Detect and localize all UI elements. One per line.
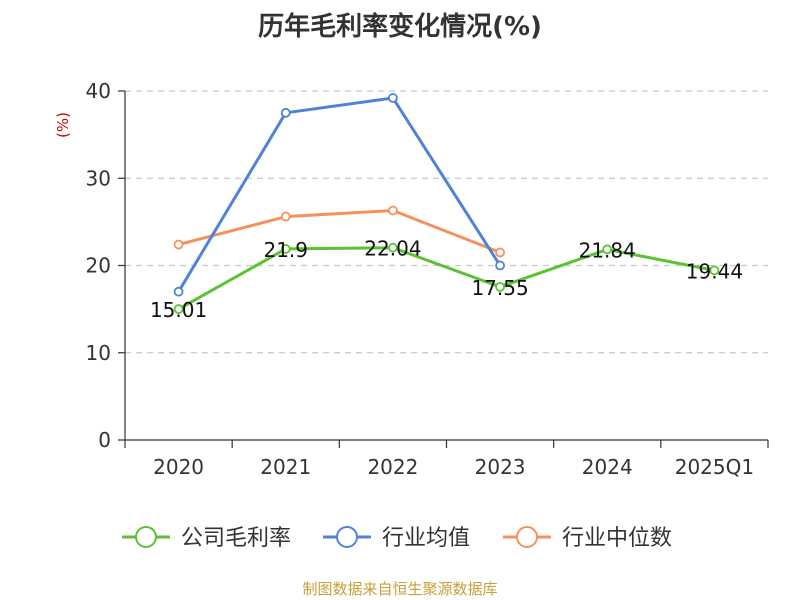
- data-label: 22.04: [364, 237, 421, 261]
- data-point: [173, 304, 184, 314]
- data-point: [495, 247, 505, 258]
- y-tick-label: 30: [86, 166, 111, 190]
- data-point: [388, 242, 398, 253]
- legend-label: 行业均值: [382, 526, 470, 551]
- y-tick-label: 20: [86, 254, 111, 278]
- x-tick-label: 2022: [367, 455, 418, 479]
- data-point: [280, 244, 291, 254]
- chart-title: 历年毛利率变化情况(%): [258, 12, 542, 42]
- data-labels: 15.01 21.9 22.04 17.55 21.84 19.44: [150, 237, 743, 322]
- data-point: [709, 265, 720, 276]
- series-line-2: [178, 209, 501, 254]
- legend: 公司毛利率 行业均值 行业中位数: [122, 526, 672, 551]
- data-point: [602, 244, 613, 255]
- data-point: [388, 205, 398, 216]
- y-axis-label: (%): [54, 112, 72, 138]
- data-label: 21.84: [579, 238, 636, 262]
- legend-swatch-marker: [336, 526, 358, 548]
- legend-swatch-marker: [516, 526, 538, 548]
- data-label: 17.55: [471, 276, 528, 300]
- data-point: [173, 239, 184, 250]
- series-line-0: [177, 246, 715, 311]
- series-line-1: [177, 96, 502, 293]
- data-point: [173, 286, 184, 297]
- data-label: 21.9: [263, 238, 308, 262]
- x-tick-label: 2025Q1: [675, 455, 754, 479]
- x-tick-label: 2021: [260, 455, 311, 479]
- gridlines: [125, 90, 768, 354]
- axes: 0 10 20 30 40 2020 2021 2022 2023 2024 2025Q1 (%): [54, 79, 769, 479]
- y-tick-label: 40: [86, 79, 111, 103]
- legend-label: 公司毛利率: [181, 526, 291, 551]
- data-label: 15.01: [150, 298, 207, 322]
- data-point: [495, 260, 505, 271]
- data-point: [495, 281, 505, 292]
- data-point: [280, 211, 291, 222]
- data-label: 19.44: [686, 259, 743, 283]
- x-tick-label: 2024: [582, 455, 633, 479]
- legend-swatch-marker: [135, 526, 157, 548]
- series-lines: [173, 93, 720, 314]
- data-point: [388, 93, 398, 103]
- legend-label: 行业中位数: [562, 526, 672, 551]
- y-tick-label: 10: [86, 341, 111, 365]
- data-point: [280, 107, 291, 118]
- source-note: 制图数据来自恒生聚源数据库: [302, 580, 498, 598]
- x-tick-label: 2020: [153, 455, 204, 479]
- x-tick-label: 2023: [475, 455, 526, 479]
- y-tick-label: 0: [98, 428, 111, 452]
